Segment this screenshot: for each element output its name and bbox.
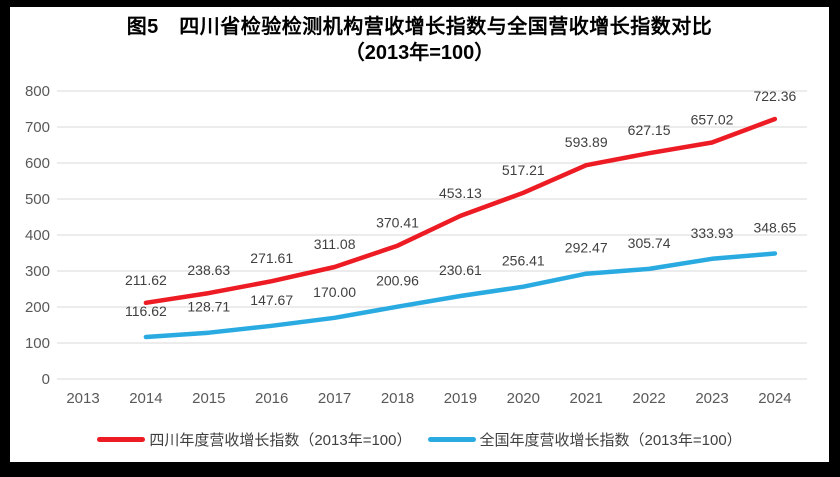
data-label-national-2017: 170.00 bbox=[313, 284, 356, 300]
data-label-sichuan-2018: 370.41 bbox=[376, 215, 419, 231]
chart-canvas: 图5 四川省检验检测机构营收增长指数与全国营收增长指数对比 （2013年=100… bbox=[10, 7, 829, 462]
x-tick-2015: 2015 bbox=[192, 390, 225, 407]
y-tick-200: 200 bbox=[25, 299, 50, 316]
data-label-sichuan-2015: 238.63 bbox=[187, 262, 230, 278]
legend-swatch-national bbox=[427, 436, 476, 442]
y-tick-700: 700 bbox=[25, 119, 50, 136]
data-label-national-2015: 128.71 bbox=[187, 299, 230, 315]
y-tick-500: 500 bbox=[25, 191, 50, 208]
data-label-sichuan-2021: 593.89 bbox=[565, 134, 608, 150]
data-label-sichuan-2014: 211.62 bbox=[125, 272, 167, 288]
legend-item-sichuan: 四川年度营收增长指数（2013年=100） bbox=[97, 429, 412, 450]
data-label-national-2018: 200.96 bbox=[376, 273, 419, 289]
x-tick-2021: 2021 bbox=[570, 390, 603, 407]
legend-label-national: 全国年度营收增长指数（2013年=100） bbox=[479, 431, 742, 449]
line-chart-plot: 0 100 200 300 400 500 600 700 800 2013 2014 2015 201… bbox=[25, 83, 807, 407]
x-tick-2024: 2024 bbox=[758, 390, 791, 407]
series-line-sichuan bbox=[143, 116, 778, 306]
y-tick-800: 800 bbox=[25, 83, 50, 100]
x-tick-2017: 2017 bbox=[318, 390, 351, 407]
data-label-national-2016: 147.67 bbox=[250, 292, 293, 308]
x-tick-2022: 2022 bbox=[632, 390, 665, 407]
data-label-national-2022: 305.74 bbox=[628, 235, 671, 251]
data-label-national-2021: 292.47 bbox=[565, 240, 608, 256]
x-tick-2016: 2016 bbox=[255, 390, 288, 407]
data-label-national-2019: 230.61 bbox=[439, 262, 482, 278]
y-tick-0: 0 bbox=[42, 371, 50, 388]
chart-title: 图5 四川省检验检测机构营收增长指数与全国营收增长指数对比 bbox=[126, 16, 713, 38]
x-tick-2020: 2020 bbox=[507, 390, 540, 407]
legend-label-sichuan: 四川年度营收增长指数（2013年=100） bbox=[149, 431, 412, 449]
legend-swatch-sichuan bbox=[97, 436, 146, 442]
legend-item-national: 全国年度营收增长指数（2013年=100） bbox=[427, 429, 742, 450]
data-label-national-2023: 333.93 bbox=[691, 225, 734, 241]
data-label-sichuan-2023: 657.02 bbox=[691, 111, 734, 127]
data-label-sichuan-2020: 517.21 bbox=[502, 162, 545, 178]
data-label-sichuan-2016: 271.61 bbox=[250, 250, 293, 266]
data-label-sichuan-2019: 453.13 bbox=[439, 185, 482, 201]
x-tick-2023: 2023 bbox=[695, 390, 728, 407]
y-tick-300: 300 bbox=[25, 263, 50, 280]
data-label-sichuan-2022: 627.15 bbox=[628, 122, 671, 138]
x-tick-2013: 2013 bbox=[66, 390, 99, 407]
x-tick-2019: 2019 bbox=[444, 390, 477, 407]
data-label-national-2020: 256.41 bbox=[502, 253, 545, 269]
series-line-national bbox=[143, 251, 778, 340]
x-tick-2014: 2014 bbox=[129, 390, 162, 407]
data-label-national-2024: 348.65 bbox=[753, 219, 796, 235]
data-label-national-2014: 116.62 bbox=[125, 303, 167, 319]
x-tick-2018: 2018 bbox=[381, 390, 414, 407]
y-tick-100: 100 bbox=[25, 335, 50, 352]
chart-subtitle: （2013年=100） bbox=[344, 42, 495, 64]
data-label-sichuan-2024: 722.36 bbox=[753, 88, 796, 104]
data-label-sichuan-2017: 311.08 bbox=[314, 236, 356, 252]
y-tick-400: 400 bbox=[25, 227, 50, 244]
chart-legend: 四川年度营收增长指数（2013年=100） 全国年度营收增长指数（2013年=1… bbox=[10, 428, 829, 450]
y-tick-600: 600 bbox=[25, 155, 50, 172]
